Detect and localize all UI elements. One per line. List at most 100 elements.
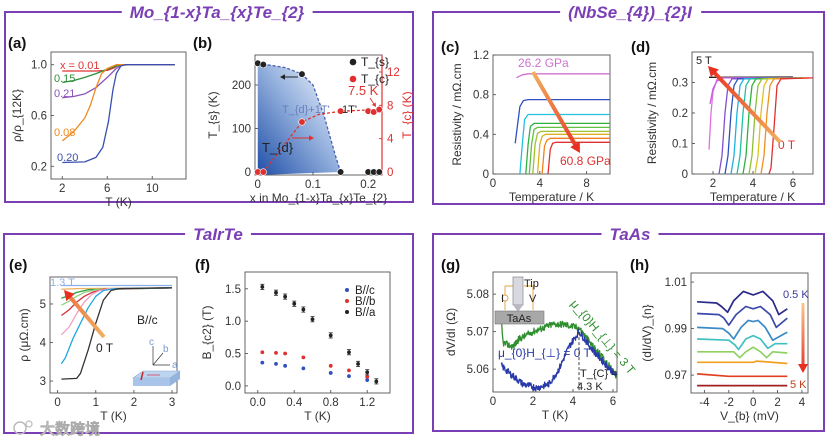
data-point: [274, 350, 278, 355]
y-tick-label: 0: [483, 169, 489, 181]
pressure-trend-arrow-icon: [531, 70, 580, 153]
x-tick-label: 0: [490, 396, 496, 408]
x-tick-label: 2: [530, 396, 536, 408]
x-tick-label: 0.2: [360, 179, 376, 191]
inset-axis-label: c: [149, 337, 154, 348]
y-tick-label: 5.06: [467, 364, 489, 376]
legend-label: B//b: [355, 296, 375, 308]
section-title: TaAs: [610, 225, 651, 244]
x-tick-label: 1: [93, 397, 99, 409]
y-tick-label: 0.4: [473, 129, 490, 141]
x-tick-label: 0.8: [323, 397, 339, 409]
series-line: [532, 130, 610, 175]
y-tick-label: 0.2: [672, 108, 688, 120]
inset-label-current: I: [501, 293, 504, 305]
x-tick-label: 0.4: [286, 397, 303, 409]
plot-frame: [49, 276, 178, 394]
inset-axis-label: b: [163, 344, 169, 355]
y-axis-label: B_{c2} (T): [200, 305, 214, 359]
y-axis-label: (dI/dV)_{n}: [640, 304, 654, 361]
y-tick-label: 0: [682, 169, 688, 181]
y-tick-label: 5.07: [467, 327, 489, 339]
x-tick-label: 0.0: [250, 397, 266, 409]
data-point: [336, 107, 345, 115]
data-point: [328, 333, 333, 338]
x-tick-label: 2: [131, 397, 137, 409]
annotation: 1T': [342, 104, 357, 116]
series-line: [61, 64, 175, 142]
y-tick-label: 5.08: [467, 289, 489, 301]
data-point: [260, 350, 265, 355]
series-line: [500, 329, 618, 392]
x-tick-label: 4: [799, 397, 806, 409]
series-label: 0.08: [54, 127, 75, 139]
y-tick-label: 0.99: [665, 324, 687, 336]
x-tick-label: 2: [59, 183, 65, 195]
data-point: [298, 118, 306, 126]
y-tick-label: 0.6: [31, 111, 47, 123]
x-tick-label: 0.1: [305, 179, 321, 191]
data-point: [259, 60, 267, 69]
panel-label: (h): [630, 257, 649, 274]
chart-panel: 0.0 0.4 0.8 1.2 0.0 0.5 1.0 1.5 T (K) B_{c2} (T) B…: [195, 257, 391, 423]
section-title: Mo_{1-x}Ta_{x}Te_{2}: [130, 3, 305, 22]
x-axis-label: T (K): [100, 409, 126, 423]
x-tick-label: 4: [570, 396, 577, 408]
y-tick-label: 0.2: [31, 161, 47, 173]
tip-icon: [512, 276, 524, 306]
y-tick-label: 1.0: [31, 60, 47, 72]
annotation: 60.8 GPa: [560, 154, 611, 168]
panel-label: (f): [195, 257, 210, 274]
data-point: [310, 317, 315, 322]
chart-panel: 2 4 6 0 0.1 0.2 0.3 Temperature / K Resistivity …: [631, 39, 814, 204]
data-point: [328, 363, 333, 368]
inset-label-voltage: V: [529, 293, 537, 305]
series-line: [514, 98, 610, 144]
data-point: [259, 168, 267, 176]
series-line: [709, 77, 793, 105]
x-tick-label: 2: [710, 178, 716, 190]
y-tick-label: 100: [232, 123, 251, 135]
figure-section: TaIrTe: [3, 225, 414, 434]
y2-tick-label: 8: [387, 100, 393, 112]
y-tick-label: 0.8: [473, 90, 489, 102]
temperature-trend-arrow-icon: [798, 303, 808, 373]
x-tick-label: 4: [750, 178, 757, 190]
data-point: [347, 374, 351, 379]
legend-label: T_{c}: [361, 72, 389, 86]
crystal-inset: cba: [132, 337, 181, 386]
annotation: 5 K: [790, 379, 807, 391]
data-point: [301, 355, 306, 360]
y-tick-label: 1.2: [473, 50, 489, 62]
y-tick-label: 4: [40, 338, 47, 350]
x-axis-label: x in Mo_{1-x}Ta_{x}Te_{2}: [250, 191, 387, 205]
inset-label-sample: TaAs: [507, 313, 532, 325]
y-tick-label: 0.3: [672, 78, 688, 90]
series-line: [525, 122, 610, 175]
data-point: [375, 168, 383, 176]
data-point: [260, 284, 265, 289]
y2-tick-label: 12: [387, 67, 400, 79]
data-point: [283, 294, 288, 299]
plot-frame: [244, 271, 391, 394]
annotation: 1.3 T: [50, 277, 75, 289]
y2-axis-label: T_{c} (K): [400, 91, 414, 138]
y-tick-label: 200: [232, 80, 251, 92]
x-tick-label: 6: [790, 178, 796, 190]
data-point: [365, 378, 370, 382]
series-label: 0.21: [54, 88, 75, 100]
y-tick-label: 0.5: [225, 349, 241, 361]
y-tick-label: 1.5: [225, 284, 241, 296]
series-label: 0.20: [57, 152, 78, 164]
series-line: [736, 77, 804, 175]
x-axis-label: T (K): [105, 195, 131, 209]
phase-region-fill: [257, 63, 341, 176]
data-point: [260, 360, 265, 365]
y2-tick-label: 4: [387, 134, 394, 146]
annotation: T_{d}: [262, 140, 294, 155]
series-line: [61, 287, 173, 380]
section-title-background: [560, 3, 702, 21]
y-axis-label: T_{s} (K): [206, 91, 220, 138]
x-tick-label: -2: [724, 397, 734, 409]
legend-label: T_{s}: [361, 55, 389, 69]
